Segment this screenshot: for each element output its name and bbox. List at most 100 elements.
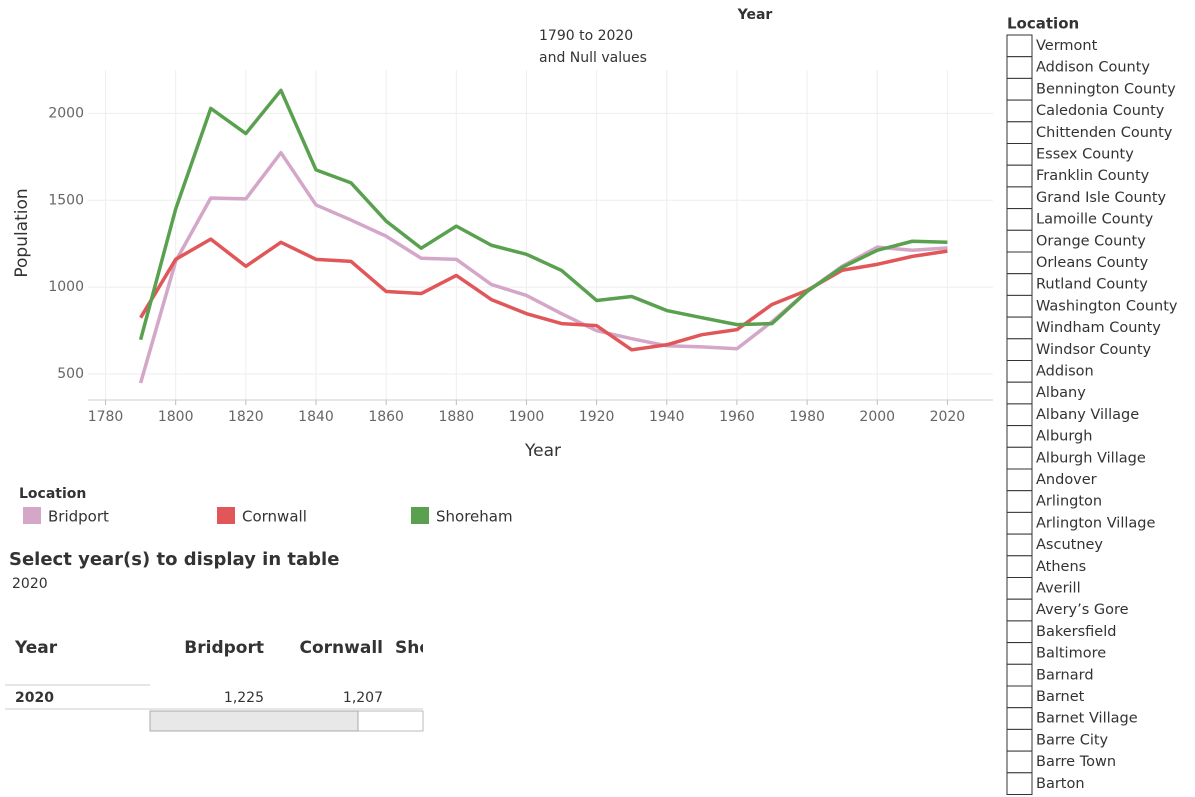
checkbox[interactable] bbox=[1006, 229, 1033, 253]
location-option[interactable]: Windsor County bbox=[1036, 342, 1151, 358]
legend-label[interactable]: Bridport bbox=[48, 508, 109, 526]
location-option[interactable]: Albany bbox=[1036, 385, 1086, 401]
location-option[interactable]: Barnet Village bbox=[1036, 711, 1138, 727]
location-option[interactable]: Rutland County bbox=[1036, 277, 1148, 293]
location-option[interactable]: Chittenden County bbox=[1036, 125, 1173, 141]
location-option[interactable]: Arlington Village bbox=[1036, 515, 1155, 531]
checkbox[interactable] bbox=[1006, 316, 1033, 340]
location-option[interactable]: Averill bbox=[1036, 581, 1081, 597]
checkbox[interactable] bbox=[1006, 56, 1033, 79]
checkbox[interactable] bbox=[1006, 468, 1033, 492]
location-option[interactable]: Barton bbox=[1036, 776, 1085, 792]
filter-value[interactable]: and Null values bbox=[539, 50, 647, 66]
location-filter-title: Location bbox=[1007, 15, 1079, 33]
x-tick-label: 1780 bbox=[88, 409, 124, 425]
x-tick-label: 1800 bbox=[158, 409, 194, 425]
location-option[interactable]: Barre City bbox=[1036, 732, 1109, 748]
checkbox[interactable] bbox=[1006, 34, 1033, 58]
checkbox[interactable] bbox=[1006, 164, 1033, 188]
filter-value[interactable]: 1790 to 2020 bbox=[539, 28, 633, 44]
checkbox[interactable] bbox=[1006, 360, 1033, 383]
checkbox[interactable] bbox=[1006, 77, 1033, 101]
checkbox[interactable] bbox=[1006, 555, 1033, 578]
checkbox[interactable] bbox=[1006, 99, 1033, 123]
checkbox[interactable] bbox=[1006, 620, 1033, 644]
x-tick-label: 1880 bbox=[438, 409, 474, 425]
series-line bbox=[138, 150, 948, 384]
checkbox[interactable] bbox=[1006, 273, 1033, 296]
location-option[interactable]: Franklin County bbox=[1036, 168, 1150, 184]
location-option[interactable]: Ascutney bbox=[1036, 537, 1103, 553]
location-option[interactable]: Vermont bbox=[1036, 38, 1098, 54]
legend-label[interactable]: Shoreham bbox=[436, 508, 513, 526]
x-axis-title: Year bbox=[524, 441, 561, 461]
location-option[interactable]: Baltimore bbox=[1036, 646, 1106, 662]
legend-title: Location bbox=[19, 486, 86, 502]
location-option[interactable]: Bennington County bbox=[1036, 81, 1176, 97]
location-option[interactable]: Alburgh Village bbox=[1036, 450, 1146, 466]
table-title: Select year(s) to display in table bbox=[9, 549, 339, 570]
location-option[interactable]: Caledonia County bbox=[1036, 103, 1165, 119]
checkbox[interactable] bbox=[1006, 772, 1033, 795]
checkbox[interactable] bbox=[1006, 381, 1033, 405]
location-option[interactable]: Essex County bbox=[1036, 147, 1134, 163]
table-cell: 2020 bbox=[15, 690, 54, 706]
checkbox[interactable] bbox=[1006, 598, 1033, 622]
location-option[interactable]: Washington County bbox=[1036, 298, 1178, 314]
y-tick-label: 500 bbox=[57, 366, 84, 382]
checkbox[interactable] bbox=[1006, 490, 1033, 513]
checkbox[interactable] bbox=[1006, 577, 1033, 600]
table-header: Year bbox=[14, 638, 58, 658]
location-option[interactable]: Albany Village bbox=[1036, 407, 1139, 423]
checkbox[interactable] bbox=[1006, 685, 1033, 709]
checkbox[interactable] bbox=[1006, 642, 1033, 665]
location-option[interactable]: Bakersfield bbox=[1036, 624, 1116, 640]
checkbox[interactable] bbox=[1006, 533, 1033, 557]
location-option[interactable]: Orleans County bbox=[1036, 255, 1149, 271]
location-option[interactable]: Alburgh bbox=[1036, 429, 1092, 445]
location-option[interactable]: Arlington bbox=[1036, 494, 1102, 510]
checkbox[interactable] bbox=[1006, 121, 1033, 145]
legend-swatch[interactable] bbox=[217, 507, 235, 524]
location-option[interactable]: Barnard bbox=[1036, 667, 1094, 683]
checkbox[interactable] bbox=[1006, 750, 1033, 774]
table-header: Bridport bbox=[184, 638, 264, 658]
checkbox[interactable] bbox=[1006, 338, 1033, 361]
location-option[interactable]: Avery’s Gore bbox=[1036, 602, 1129, 618]
location-option[interactable]: Lamoille County bbox=[1036, 212, 1154, 228]
location-option[interactable]: Grand Isle County bbox=[1036, 190, 1167, 206]
location-option[interactable]: Andover bbox=[1036, 472, 1097, 488]
scrollbar-thumb[interactable] bbox=[149, 710, 359, 732]
table-selection[interactable]: 2020 bbox=[12, 576, 48, 592]
checkbox[interactable] bbox=[1006, 186, 1033, 210]
location-option[interactable]: Orange County bbox=[1036, 233, 1146, 249]
checkbox[interactable] bbox=[1006, 143, 1033, 166]
checkbox[interactable] bbox=[1006, 663, 1033, 687]
checkbox[interactable] bbox=[1006, 403, 1033, 427]
location-option[interactable]: Addison bbox=[1036, 364, 1094, 380]
x-tick-label: 2020 bbox=[930, 409, 966, 425]
checkbox[interactable] bbox=[1006, 251, 1033, 275]
location-option[interactable]: Barnet bbox=[1036, 689, 1085, 705]
x-tick-label: 1900 bbox=[509, 409, 545, 425]
table-cell: 1,225 bbox=[224, 690, 264, 706]
legend-swatch[interactable] bbox=[23, 507, 41, 524]
legend-label[interactable]: Cornwall bbox=[242, 508, 307, 526]
y-tick-label: 2000 bbox=[48, 105, 84, 121]
checkbox[interactable] bbox=[1006, 294, 1033, 318]
series-line bbox=[139, 237, 948, 352]
location-option[interactable]: Windham County bbox=[1036, 320, 1161, 336]
location-option[interactable]: Addison County bbox=[1036, 60, 1150, 76]
legend-swatch[interactable] bbox=[411, 507, 429, 524]
checkbox[interactable] bbox=[1006, 707, 1033, 730]
x-tick-label: 1940 bbox=[649, 409, 685, 425]
y-axis-title: Population bbox=[12, 188, 32, 277]
checkbox[interactable] bbox=[1006, 511, 1033, 535]
checkbox[interactable] bbox=[1006, 446, 1033, 470]
location-option[interactable]: Barre Town bbox=[1036, 754, 1116, 770]
checkbox[interactable] bbox=[1006, 425, 1033, 448]
table-header: Shoreham bbox=[395, 638, 492, 658]
checkbox[interactable] bbox=[1006, 728, 1033, 752]
location-option[interactable]: Athens bbox=[1036, 559, 1086, 575]
checkbox[interactable] bbox=[1006, 208, 1033, 231]
